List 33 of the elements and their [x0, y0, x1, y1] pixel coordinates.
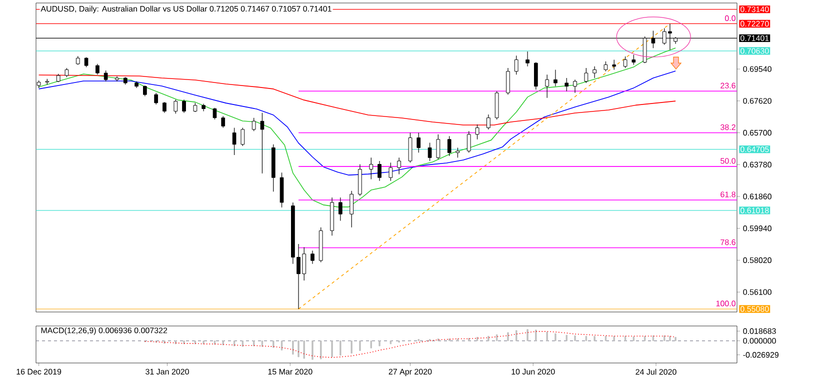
- x-tick-label: 24 Jul 2020: [636, 368, 676, 375]
- annotation: 61.8: [720, 192, 736, 198]
- annotation: 0.0: [724, 15, 736, 22]
- annotation: 38.2: [720, 124, 736, 130]
- y-tick-label: 0.67620: [743, 98, 772, 104]
- y-tick-label: 0.000000: [743, 338, 776, 344]
- ref-line-label: 0.61018: [740, 208, 769, 214]
- y-tick-label: 0.65700: [743, 130, 772, 136]
- ref-line-label: 0.55080: [740, 306, 769, 312]
- x-tick-label: 27 Apr 2020: [388, 368, 432, 376]
- y-tick-label: -0.026929: [743, 352, 778, 358]
- y-tick-label: 0.58020: [743, 257, 772, 264]
- y-tick-label: 0.018683: [743, 328, 776, 334]
- chart-title: AUDUSD, Daily: Australian Dollar vs US Dollar 0.71205 0.71467 0.71057 0.71401: [40, 6, 332, 14]
- x-tick-label: 10 Jun 2020: [512, 368, 555, 375]
- x-tick-label: 15 Mar 2020: [268, 368, 312, 375]
- x-tick-label: 16 Dec 2019: [16, 368, 62, 375]
- annotation: 23.6: [720, 82, 736, 88]
- ref-line-label: 0.70630: [740, 48, 769, 54]
- annotation: 50.0: [720, 158, 736, 164]
- ref-line-label: 0.73140: [740, 6, 769, 12]
- annotation: 78.6: [720, 239, 736, 246]
- y-tick-label: 0.56100: [743, 289, 772, 295]
- y-tick-label: 0.69540: [743, 66, 772, 72]
- y-tick-label: 0.61860: [743, 194, 772, 200]
- y-tick-label: 0.59940: [743, 226, 772, 232]
- ref-line-label: 0.64705: [740, 146, 769, 152]
- x-tick-label: 31 Jan 2020: [146, 368, 189, 375]
- ref-line-label: 0.71401: [740, 35, 769, 41]
- y-tick-label: 0.63780: [743, 162, 772, 168]
- ref-line-label: 0.72270: [740, 20, 769, 27]
- chart-title: MACD(12,26,9) 0.006936 0.007322: [41, 327, 168, 335]
- annotation: 100.0: [716, 300, 736, 306]
